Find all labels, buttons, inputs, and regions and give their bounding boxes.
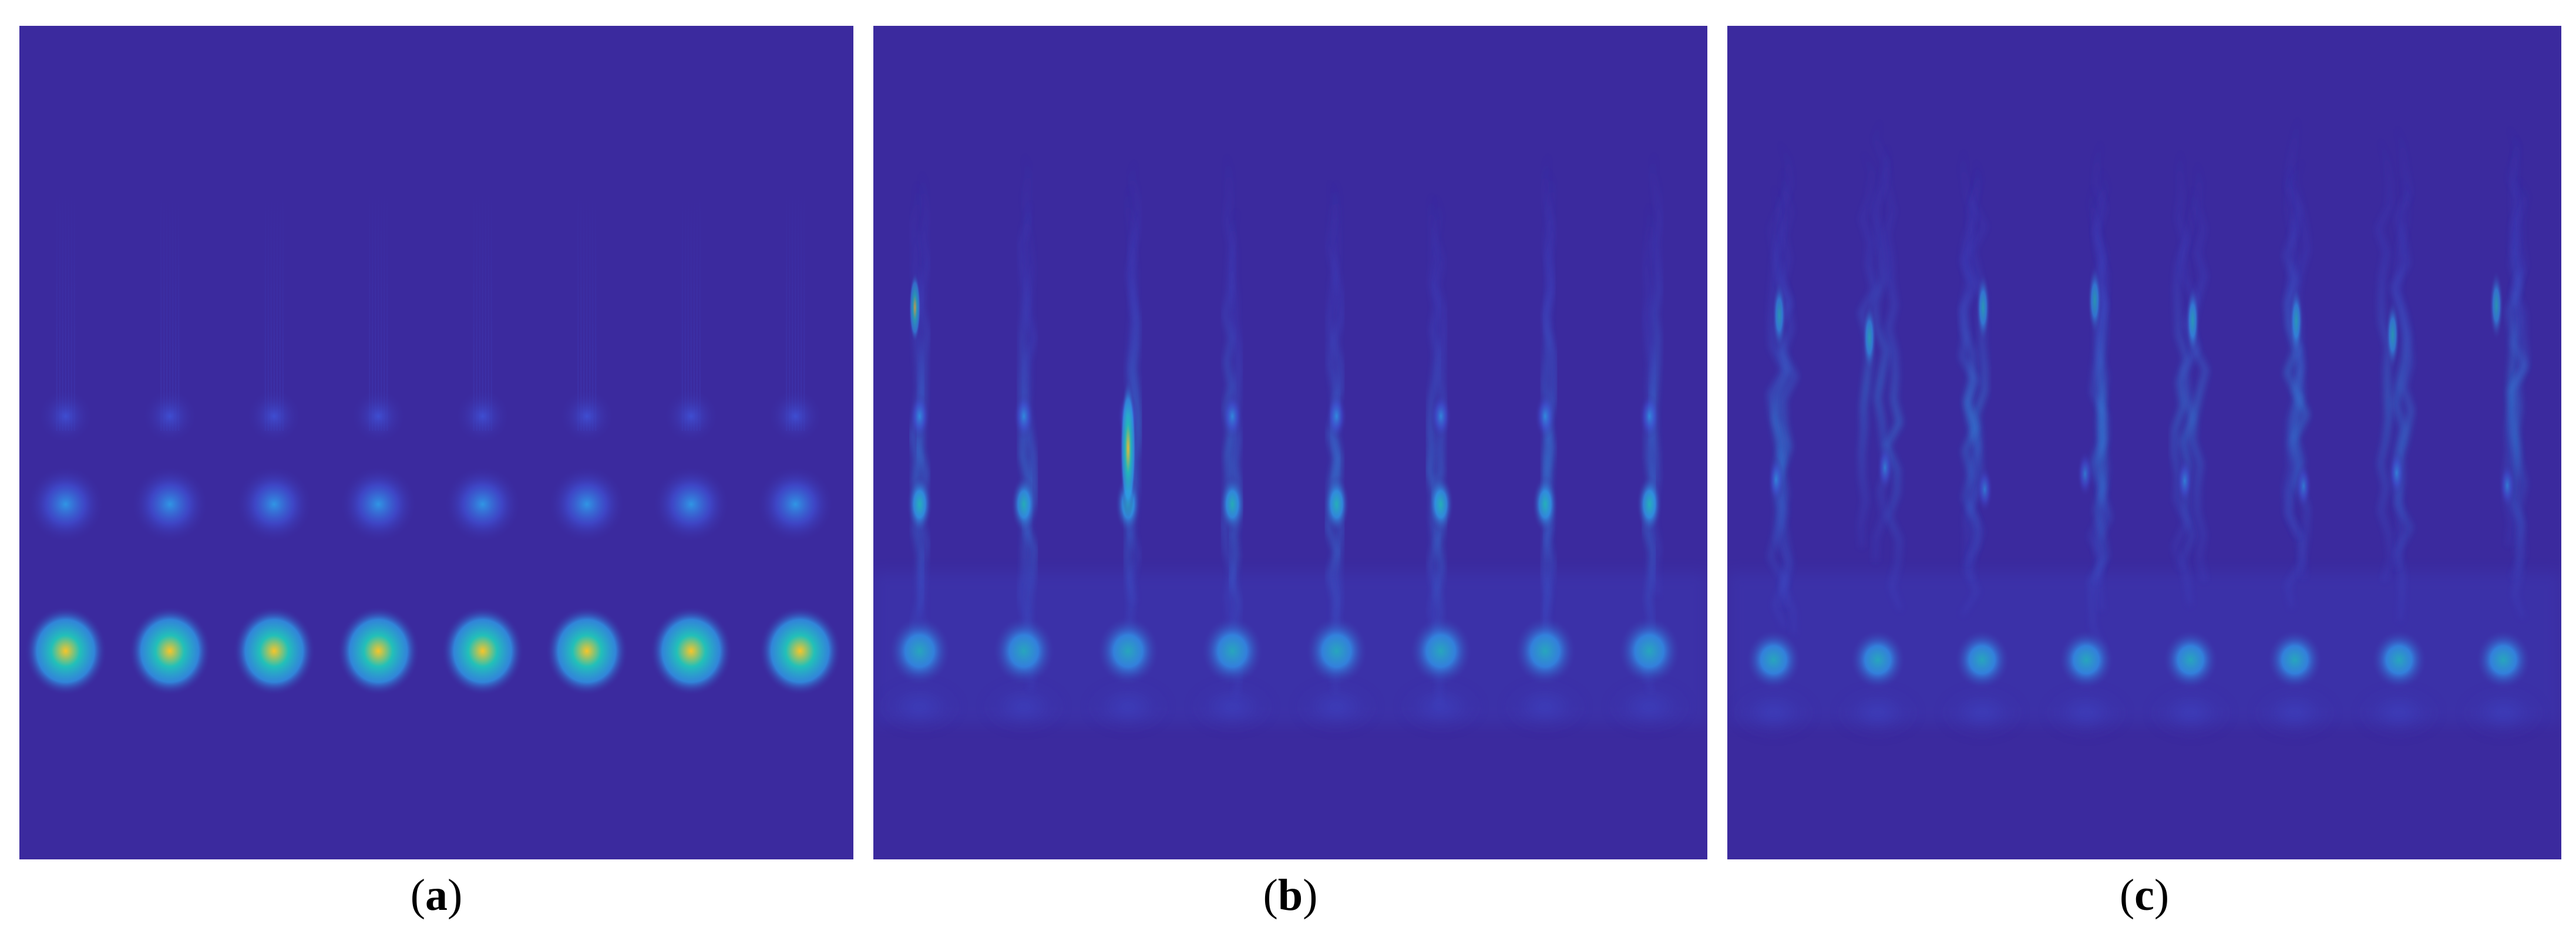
caption-open-paren: ( <box>2119 871 2135 920</box>
caption-close-paren: ) <box>1303 871 1318 920</box>
harmonic-column <box>441 184 524 696</box>
spectrogram-image-b <box>873 26 1707 859</box>
spectrogram-background <box>19 26 853 859</box>
spectrogram-image-c <box>1727 26 2561 859</box>
harmonic-column <box>650 184 732 696</box>
harmonic-column <box>233 184 315 696</box>
harmonic-column <box>337 184 420 696</box>
caption-letter: c <box>2134 871 2154 920</box>
spectrogram-panel-b <box>873 26 1707 859</box>
caption-open-paren: ( <box>410 871 425 920</box>
caption-letter: a <box>425 871 448 920</box>
harmonic-column <box>129 184 211 696</box>
spectrogram-panel-c <box>1727 26 2561 859</box>
harmonic-column <box>24 184 107 696</box>
harmonic-column <box>546 184 628 696</box>
caption-b: (b) <box>873 869 1707 922</box>
spectrogram-background <box>1727 26 2561 859</box>
caption-close-paren: ) <box>2154 871 2170 920</box>
caption-letter: b <box>1277 871 1303 920</box>
spectrogram-background <box>873 26 1707 859</box>
spectrogram-panel-a <box>19 26 853 859</box>
spectrogram-image-a <box>19 26 853 859</box>
caption-open-paren: ( <box>1263 871 1278 920</box>
caption-a: (a) <box>19 869 853 922</box>
caption-close-paren: ) <box>448 871 463 920</box>
harmonic-column <box>756 184 842 696</box>
caption-c: (c) <box>1727 869 2561 922</box>
